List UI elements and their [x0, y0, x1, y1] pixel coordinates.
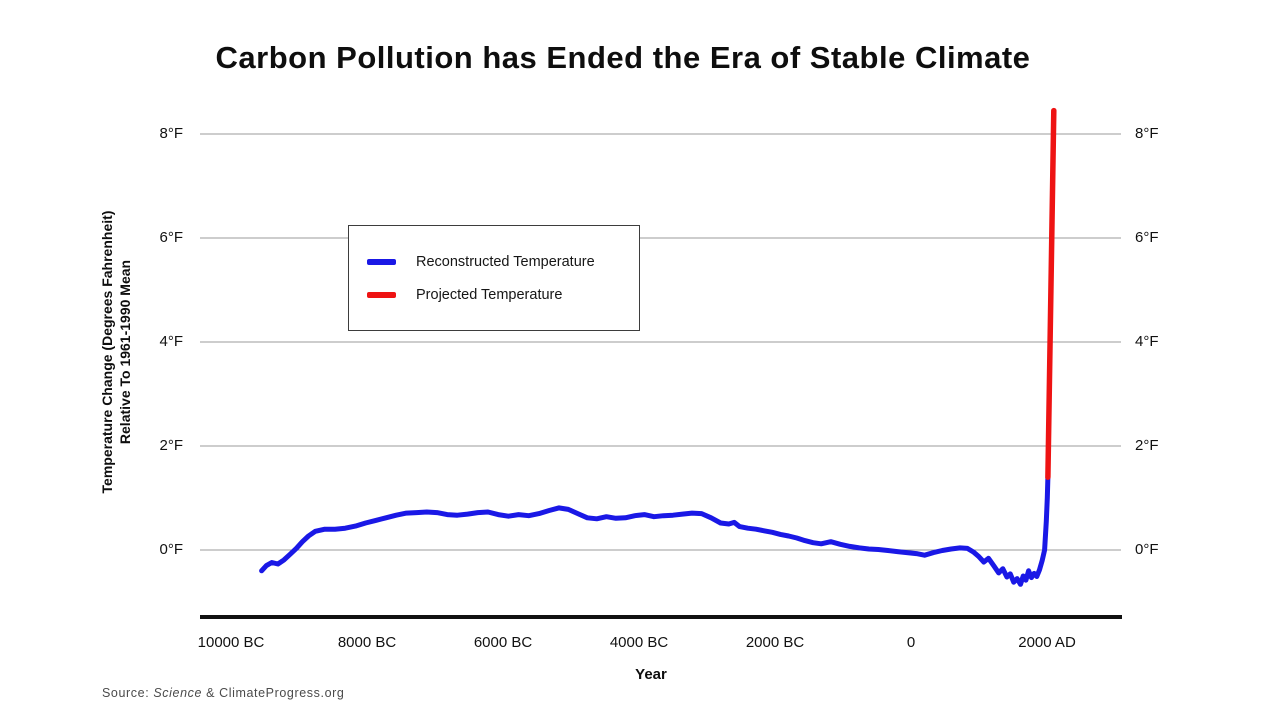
y-tick-label-left: 4°F [159, 333, 183, 351]
x-tick-label: 2000 BC [745, 634, 805, 651]
source-credit: Source: Science & ClimateProgress.org [102, 686, 344, 700]
legend-item-reconstructed: Reconstructed Temperature [367, 254, 639, 270]
y-tick-label-left: 8°F [159, 125, 183, 143]
y-tick-label-right: 0°F [1135, 541, 1159, 559]
y-tick-label-left: 6°F [159, 229, 183, 247]
x-tick-label: 10000 BC [197, 634, 265, 651]
source-prefix: Source: [102, 686, 154, 700]
x-axis-title: Year [635, 666, 667, 683]
x-tick-label: 0 [906, 634, 916, 651]
chart-title: Carbon Pollution has Ended the Era of St… [215, 40, 1031, 75]
reconstructed-line-swatch [367, 258, 396, 265]
legend-label-reconstructed: Reconstructed Temperature [416, 253, 595, 270]
source-suffix: & ClimateProgress.org [202, 686, 345, 700]
reconstructed-temperature-line [259, 474, 1051, 587]
legend-label-projected: Projected Temperature [416, 286, 563, 303]
y-tick-label-right: 8°F [1135, 125, 1159, 143]
x-axis-line [200, 615, 1122, 619]
source-journal: Science [153, 686, 203, 700]
projected-temperature-line [1045, 107, 1057, 480]
y-tick-label-right: 6°F [1135, 229, 1159, 247]
y-tick-label-left: 0°F [159, 541, 183, 559]
x-tick-label: 8000 BC [337, 634, 397, 651]
y-tick-label-right: 2°F [1135, 437, 1159, 455]
projected-line-swatch [367, 291, 396, 298]
x-tick-label: 2000 AD [1018, 634, 1076, 651]
x-tick-label: 4000 BC [609, 634, 669, 651]
y-axis-title-line1: Temperature Change (Degrees Fahrenheit) [99, 210, 115, 494]
y-axis-title: Temperature Change (Degrees Fahrenheit) … [98, 152, 136, 552]
y-axis-title-line2: Relative To 1961-1990 Mean [117, 259, 133, 445]
legend-item-projected: Projected Temperature [367, 287, 639, 303]
y-tick-label-left: 2°F [159, 437, 183, 455]
x-tick-label: 6000 BC [473, 634, 533, 651]
legend: Reconstructed Temperature Projected Temp… [348, 225, 640, 331]
y-tick-label-right: 4°F [1135, 333, 1159, 351]
